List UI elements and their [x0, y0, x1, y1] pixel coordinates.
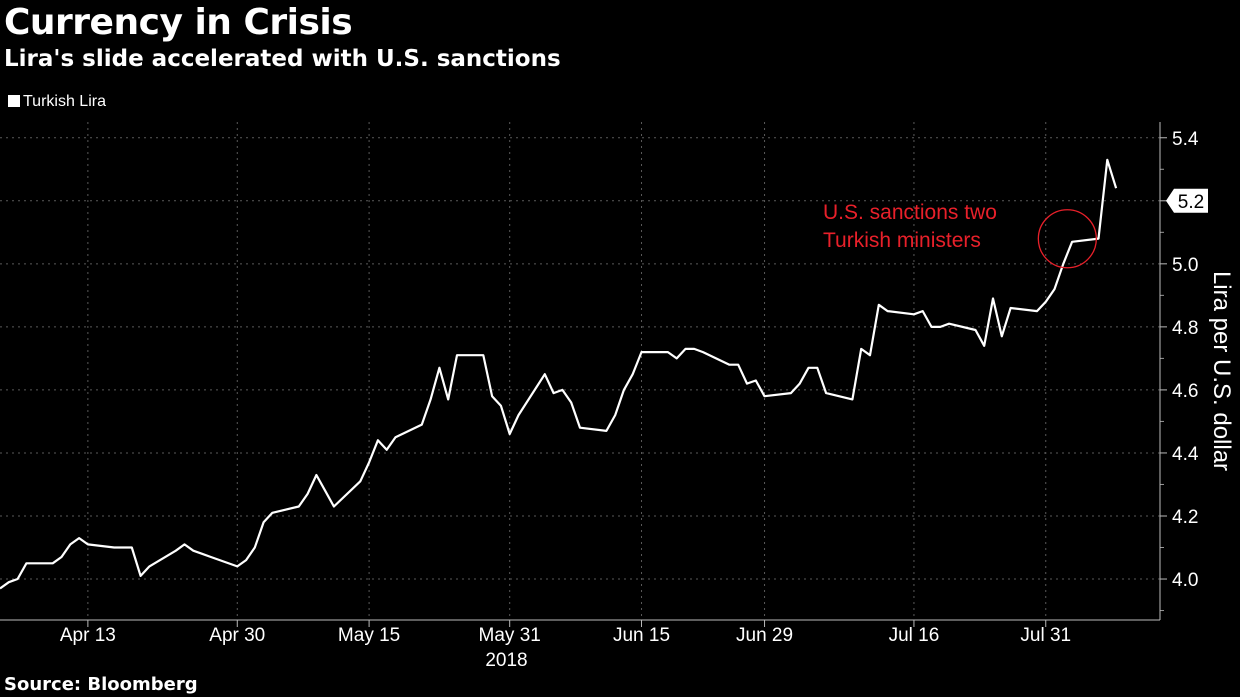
y-tick-label: 4.6: [1172, 381, 1198, 402]
legend-label: Turkish Lira: [23, 93, 106, 110]
series-line-turkish-lira: [0, 158, 1118, 590]
series-layer: [0, 158, 1118, 590]
y-tick-label: 4.4: [1172, 444, 1199, 465]
y-axis-title: Lira per U.S. dollar: [1208, 271, 1235, 471]
grid-lines: [0, 122, 1160, 620]
source-note: Source: Bloomberg: [4, 674, 198, 695]
legend-swatch: [8, 95, 20, 107]
x-tick-label: May 31: [479, 625, 541, 646]
annotation-text-line: U.S. sanctions two: [823, 201, 997, 224]
x-tick-label: May 15: [338, 625, 400, 646]
x-tick-label: Jun 15: [613, 625, 670, 646]
x-axis-year-label: 2018: [485, 650, 527, 671]
x-tick-label: Jul 31: [1020, 625, 1071, 646]
x-tick-label: Apr 30: [209, 625, 265, 646]
last-value-flag: [1166, 188, 1208, 213]
y-tick-label: 4.2: [1172, 507, 1198, 528]
annotation-layer: 5.2 U.S. sanctions two Turkish ministers: [823, 188, 1208, 269]
y-tick-label: 4.0: [1172, 570, 1198, 591]
annotation-text-line: Turkish ministers: [823, 229, 981, 252]
chart-subtitle: Lira's slide accelerated with U.S. sanct…: [4, 46, 561, 72]
y-tick-label: 5.4: [1172, 129, 1199, 150]
x-tick-label: Jul 16: [889, 625, 940, 646]
y-tick-label: 5.0: [1172, 255, 1198, 276]
x-tick-label: Apr 13: [60, 625, 116, 646]
annotation-circle: [1037, 209, 1097, 269]
chart-title: Currency in Crisis: [4, 2, 353, 43]
last-value-label: 5.2: [1178, 192, 1204, 213]
y-tick-label: 4.8: [1172, 318, 1198, 339]
axes: 4.0 4.2 4.4 4.6 4.8 5.0 5.2 5.4 Apr 13 Apr 30 May …: [0, 122, 1235, 671]
legend: Turkish Lira: [8, 93, 106, 111]
x-tick-label: Jun 29: [736, 625, 793, 646]
